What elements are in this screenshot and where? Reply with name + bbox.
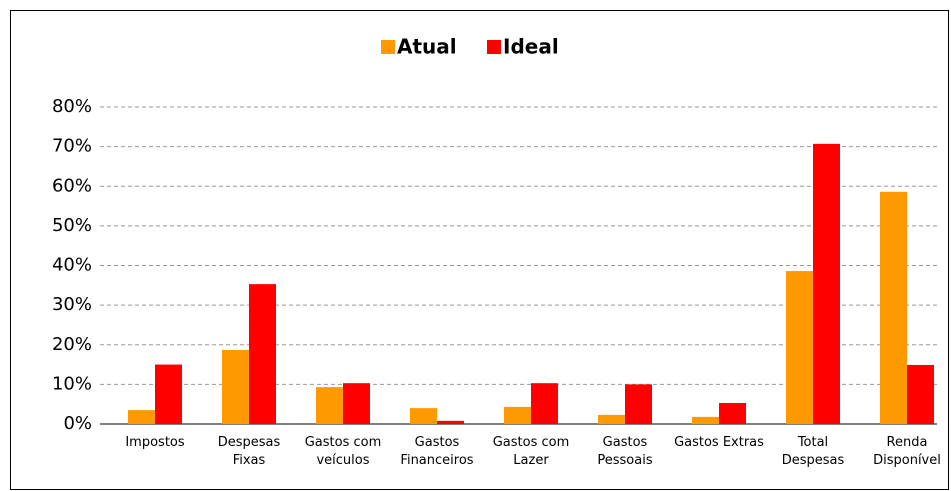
legend-swatch bbox=[381, 40, 395, 54]
x-tick-label: Gastos Financeiros bbox=[400, 435, 474, 468]
x-tick-label: Gastos Pessoais bbox=[597, 435, 653, 468]
x-tick-label: Gastos com Lazer bbox=[492, 435, 570, 468]
x-tick-label: Impostos bbox=[125, 435, 185, 450]
y-tick-label: 60% bbox=[52, 175, 92, 196]
x-tick-label: Gastos Extras bbox=[674, 435, 764, 450]
x-tick-label: Despesas Fixas bbox=[217, 435, 281, 468]
bar bbox=[128, 410, 155, 424]
y-tick-label: 0% bbox=[63, 413, 92, 434]
x-tick-label: Total Despesas bbox=[781, 435, 845, 468]
bar bbox=[598, 414, 625, 424]
y-tick-label: 70% bbox=[52, 136, 92, 157]
bar bbox=[813, 143, 840, 424]
y-tick-label: 50% bbox=[52, 215, 92, 236]
y-tick-label: 20% bbox=[52, 334, 92, 355]
bar bbox=[531, 383, 558, 424]
legend-label: Ideal bbox=[503, 35, 559, 59]
bar bbox=[222, 349, 249, 424]
bar bbox=[249, 284, 276, 424]
bar bbox=[343, 383, 370, 424]
bar bbox=[719, 402, 746, 424]
y-tick-label: 80% bbox=[52, 96, 92, 117]
bar bbox=[786, 271, 813, 424]
bar bbox=[410, 408, 437, 424]
y-tick-label: 10% bbox=[52, 373, 92, 394]
y-tick-label: 30% bbox=[52, 294, 92, 315]
bar bbox=[625, 384, 652, 424]
bar bbox=[155, 364, 182, 424]
x-tick-label: Gastos com veículos bbox=[304, 435, 382, 468]
legend-label: Atual bbox=[397, 35, 457, 59]
x-tick-label: Renda Disponível bbox=[873, 435, 941, 468]
bar bbox=[692, 416, 719, 424]
bar bbox=[437, 420, 464, 424]
bar bbox=[504, 406, 531, 424]
bar bbox=[880, 191, 907, 424]
legend-swatch bbox=[487, 40, 501, 54]
bar bbox=[316, 387, 343, 424]
y-tick-label: 40% bbox=[52, 255, 92, 276]
bar bbox=[907, 364, 934, 424]
